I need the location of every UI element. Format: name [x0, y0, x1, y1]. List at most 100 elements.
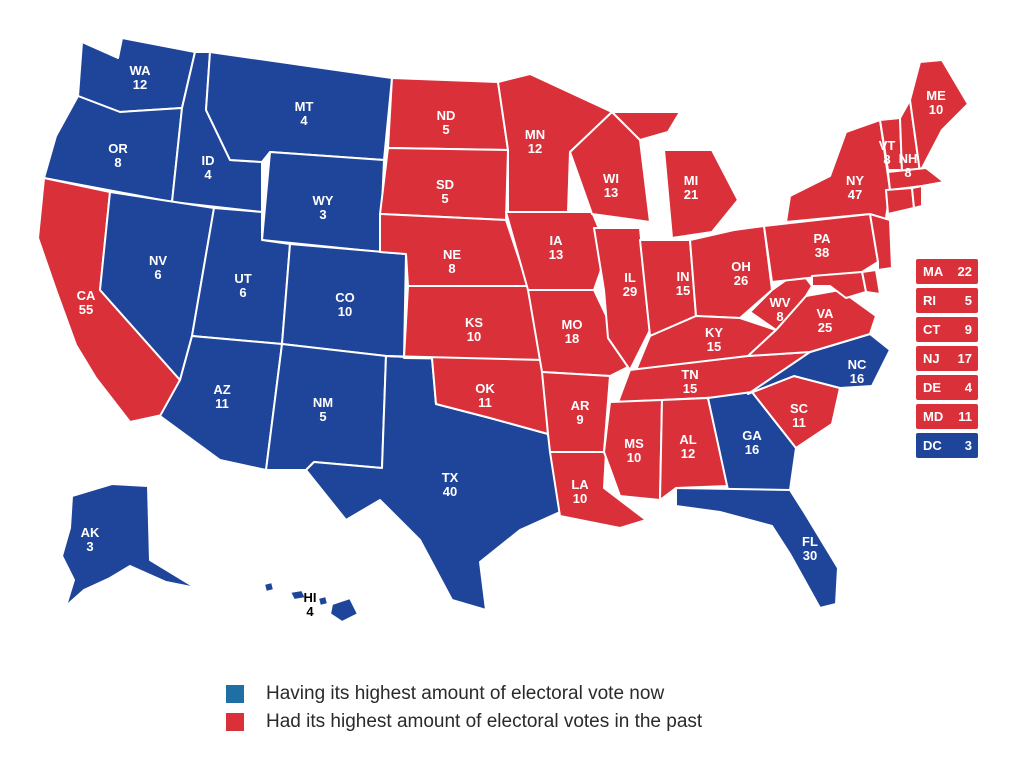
state-abbr: NV	[149, 253, 167, 268]
legend: Having its highest amount of electoral v…	[226, 680, 702, 736]
state-mo	[527, 289, 631, 377]
state-votes: 8	[114, 155, 121, 170]
state-abbr: VT	[879, 138, 896, 153]
small-state-box-ri: RI 5	[916, 288, 978, 313]
state-abbr: MI	[684, 173, 698, 188]
state-label-me: ME 10	[926, 88, 946, 117]
state-label-mi: MI 21	[684, 173, 698, 202]
state-label-ia: IA 13	[549, 233, 563, 262]
state-votes: 55	[79, 302, 93, 317]
state-label-az: AZ 11	[213, 382, 230, 411]
small-state-box-bg	[916, 404, 978, 429]
small-state-abbr: NJ	[923, 351, 940, 366]
state-votes: 3	[86, 539, 93, 554]
state-abbr: WI	[603, 171, 619, 186]
state-abbr: MT	[295, 99, 314, 114]
state-ak	[61, 483, 197, 607]
state-label-ky: KY 15	[705, 325, 723, 354]
state-fl	[675, 487, 839, 609]
state-votes: 26	[734, 273, 748, 288]
small-state-box-bg	[916, 346, 978, 371]
state-votes: 5	[441, 191, 448, 206]
state-abbr: VA	[816, 306, 834, 321]
state-votes: 18	[565, 331, 579, 346]
state-abbr: CO	[335, 290, 355, 305]
state-votes: 13	[604, 185, 618, 200]
state-votes: 8	[904, 165, 911, 180]
state-abbr: OH	[731, 259, 751, 274]
state-abbr: SD	[436, 177, 454, 192]
state-abbr: WV	[770, 295, 791, 310]
state-ri	[911, 185, 923, 209]
legend-item-past: Had its highest amount of electoral vote…	[226, 708, 702, 736]
state-votes: 10	[467, 329, 481, 344]
state-label-wa: WA 12	[130, 63, 152, 92]
state-label-fl: FL 30	[802, 534, 818, 563]
state-abbr: UT	[234, 271, 251, 286]
state-label-hi: HI 4	[304, 590, 317, 619]
state-wi	[569, 111, 651, 223]
state-abbr: WA	[130, 63, 152, 78]
state-abbr: MO	[562, 317, 583, 332]
small-state-votes: 11	[958, 409, 972, 424]
small-state-box-nj: NJ 17	[916, 346, 978, 371]
small-state-abbr: MD	[923, 409, 943, 424]
state-abbr: NY	[846, 173, 864, 188]
state-votes: 29	[623, 284, 637, 299]
state-abbr: SC	[790, 401, 809, 416]
state-votes: 25	[818, 320, 832, 335]
small-state-box-ct: CT 9	[916, 317, 978, 342]
state-label-ca: CA 55	[77, 288, 96, 317]
state-abbr: NC	[848, 357, 867, 372]
small-states-box-list: MA 22 RI 5 CT 9 NJ 17 DE 4 MD 11 DC 3	[916, 259, 978, 458]
state-votes: 8	[776, 309, 783, 324]
state-label-id: ID 4	[202, 153, 215, 182]
legend-label-past: Had its highest amount of electoral vote…	[266, 711, 703, 732]
state-abbr: ME	[926, 88, 946, 103]
state-label-tx: TX 40	[442, 470, 459, 499]
state-abbr: IN	[677, 269, 690, 284]
small-state-box-bg	[916, 259, 978, 284]
small-state-box-bg	[916, 375, 978, 400]
state-nj	[869, 213, 893, 271]
state-votes: 21	[684, 187, 698, 202]
state-abbr: KS	[465, 315, 483, 330]
state-abbr: LA	[571, 477, 589, 492]
state-hi	[263, 581, 359, 623]
state-votes: 12	[133, 77, 147, 92]
state-label-ga: GA 16	[742, 428, 762, 457]
state-label-in: IN 15	[676, 269, 690, 298]
state-votes: 4	[306, 604, 314, 619]
state-ct	[885, 187, 915, 215]
state-abbr: MS	[624, 436, 644, 451]
state-label-nv: NV 6	[149, 253, 167, 282]
state-al	[659, 397, 729, 501]
state-votes: 47	[848, 187, 862, 202]
state-abbr: NM	[313, 395, 333, 410]
state-label-co: CO 10	[335, 290, 355, 319]
legend-label-now: Having its highest amount of electoral v…	[266, 683, 665, 704]
state-abbr: WY	[313, 193, 334, 208]
small-state-votes: 3	[965, 438, 972, 453]
state-md	[811, 271, 867, 299]
state-label-vt: VT 8	[879, 138, 896, 167]
state-votes: 11	[215, 396, 229, 411]
state-abbr: AL	[679, 432, 696, 447]
state-abbr: TX	[442, 470, 459, 485]
state-label-ms: MS 10	[624, 436, 644, 465]
small-state-abbr: MA	[923, 264, 944, 279]
state-label-or: OR 8	[108, 141, 128, 170]
state-label-mo: MO 18	[562, 317, 583, 346]
state-label-nd: ND 5	[437, 108, 456, 137]
state-mn	[497, 73, 613, 213]
small-state-votes: 9	[965, 322, 972, 337]
state-abbr: OR	[108, 141, 128, 156]
state-mi	[611, 111, 739, 239]
legend-swatch-red	[226, 713, 244, 731]
state-label-mn: MN 12	[525, 127, 545, 156]
state-votes: 10	[627, 450, 641, 465]
state-ga	[707, 391, 797, 491]
state-abbr: FL	[802, 534, 818, 549]
state-label-mt: MT 4	[295, 99, 314, 128]
state-votes: 11	[792, 415, 806, 430]
